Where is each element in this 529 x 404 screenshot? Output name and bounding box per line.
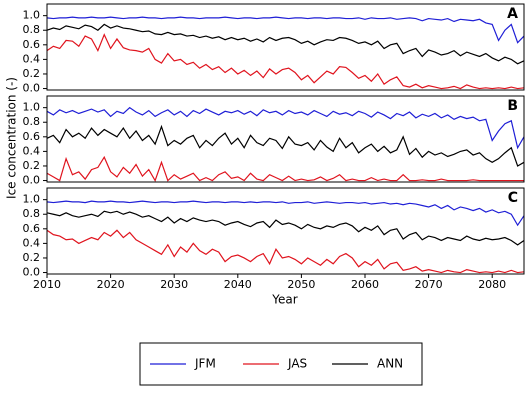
legend-label: ANN — [377, 357, 403, 371]
x-axis-label: Year — [271, 293, 297, 307]
data-line — [46, 16, 525, 44]
y-tick-label: 1.0 — [23, 9, 41, 22]
y-tick-label: 0.8 — [23, 115, 41, 128]
legend-label: JAS — [287, 357, 307, 371]
x-tick-label: 2050 — [287, 278, 315, 291]
data-line — [46, 200, 525, 227]
panel-letter: A — [507, 6, 518, 22]
data-line — [46, 155, 524, 182]
plot-frame — [46, 3, 525, 91]
x-tick-label: 2070 — [415, 278, 443, 291]
y-tick-label: 0.6 — [23, 38, 41, 51]
x-tick-label: 2010 — [33, 278, 61, 291]
x-tick-label: 2060 — [351, 278, 379, 291]
y-tick-label: 0.2 — [23, 67, 41, 80]
panel-letter: B — [507, 98, 518, 114]
y-tick-label: 0.6 — [23, 130, 41, 143]
y-tick-label: 0.2 — [23, 159, 41, 172]
data-line — [46, 23, 525, 65]
y-tick-label: 0.4 — [23, 144, 41, 157]
y-tick-label: 1.0 — [23, 193, 41, 206]
data-line — [46, 33, 525, 90]
y-axis-label: Ice concentration (-) — [5, 77, 19, 199]
legend-box — [139, 342, 423, 386]
data-line — [46, 106, 525, 150]
y-tick-label: 0.0 — [23, 266, 41, 279]
data-line — [46, 124, 525, 167]
y-tick-label: 0.4 — [23, 236, 41, 249]
y-tick-label: 0.0 — [23, 174, 41, 187]
plot-frame — [46, 95, 525, 183]
data-line — [46, 229, 525, 274]
y-tick-label: 0.4 — [23, 52, 41, 65]
data-line — [46, 210, 525, 246]
plot-frame — [46, 187, 525, 275]
x-tick-label: 2020 — [97, 278, 125, 291]
y-tick-label: 1.0 — [23, 101, 41, 114]
y-tick-label: 0.8 — [23, 23, 41, 36]
y-tick-label: 0.2 — [23, 251, 41, 264]
panel-letter: C — [508, 190, 518, 206]
x-tick-label: 2080 — [478, 278, 506, 291]
legend-label: JFM — [194, 357, 216, 371]
y-tick-label: 0.0 — [23, 82, 41, 95]
x-tick-label: 2030 — [160, 278, 188, 291]
x-tick-label: 2040 — [224, 278, 252, 291]
y-tick-label: 0.8 — [23, 207, 41, 220]
y-tick-label: 0.6 — [23, 222, 41, 235]
